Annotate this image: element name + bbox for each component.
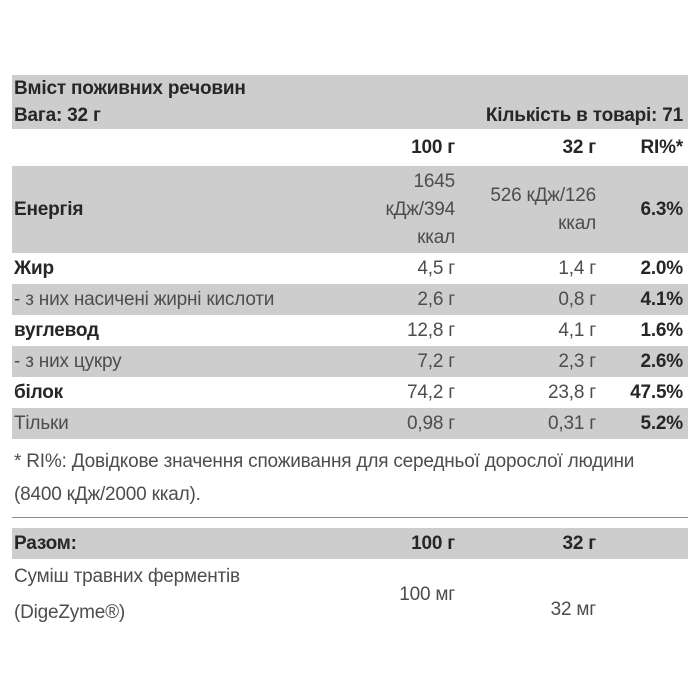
supplement-row: Суміш травних ферментів (DigeZyme®) 100 …: [12, 559, 688, 631]
row-value-32g: 0,31 г: [548, 412, 596, 434]
totals-label: Разом:: [14, 532, 77, 554]
supplement-value-100g-text: 100 мг: [399, 584, 455, 605]
row-label: білок: [14, 381, 63, 403]
table-meta-row: Вага: 32 г Кількість в товарі: 71: [12, 103, 688, 129]
row-value-32g: 526 кДж/126 ккал: [490, 184, 596, 234]
row-label: - з них насичені жирні кислоти: [14, 288, 275, 310]
table-row: Жир 4,5 г 1,4 г 2.0%: [12, 253, 688, 284]
row-value-32g: 1,4 г: [558, 257, 596, 279]
row-value-32g: 23,8 г: [548, 381, 596, 403]
row-value-100g: 2,6 г: [417, 288, 455, 310]
row-value-32g: 0,8 г: [558, 288, 596, 310]
column-header-32g: 32 г: [562, 136, 596, 158]
row-value-100g: 12,8 г: [407, 319, 455, 341]
table-header-block: Вміст поживних речовин Вага: 32 г Кількі…: [12, 75, 688, 129]
table-row: Енергія 1645 кДж/394 ккал 526 кДж/126 кк…: [12, 166, 688, 253]
row-label: Жир: [14, 257, 54, 279]
row-value-100g: 0,98 г: [407, 412, 455, 434]
row-value-32g: 2,3 г: [558, 350, 596, 372]
row-value-32g: 4,1 г: [558, 319, 596, 341]
supplement-label: Суміш травних ферментів (DigeZyme®): [14, 566, 240, 623]
quantity-label: Кількість в товарі: 71: [485, 105, 683, 126]
supplement-value-32g-text: 32 мг: [550, 599, 597, 620]
row-label: Тільки: [14, 412, 69, 434]
row-value-ri: 2.0%: [640, 257, 683, 279]
table-title: Вміст поживних речовин: [14, 78, 246, 99]
row-value-ri: 5.2%: [640, 412, 683, 434]
table-row: вуглевод 12,8 г 4,1 г 1.6%: [12, 315, 688, 346]
table-row: Тільки 0,98 г 0,31 г 5.2%: [12, 408, 688, 439]
row-value-100g: 1645 кДж/394 ккал: [385, 170, 456, 248]
row-label: вуглевод: [14, 319, 99, 341]
row-value-ri: 4.1%: [640, 288, 683, 310]
row-value-100g: 7,2 г: [417, 350, 455, 372]
column-header-ri: RI%*: [640, 136, 684, 158]
row-value-ri: 6.3%: [640, 198, 683, 220]
supplement-value-32g: 32 мг: [455, 559, 597, 631]
row-value-ri: 47.5%: [630, 381, 683, 403]
table-row: - з них цукру 7,2 г 2,3 г 2.6%: [12, 346, 688, 377]
table-row: - з них насичені жирні кислоти 2,6 г 0,8…: [12, 284, 688, 315]
ri-footnote: * RI%: Довідкове значення споживання для…: [14, 451, 635, 505]
totals-value-100g: 100 г: [411, 532, 455, 554]
row-label: Енергія: [14, 198, 84, 220]
row-value-100g: 4,5 г: [417, 257, 455, 279]
totals-value-32g: 32 г: [562, 532, 596, 554]
supplement-label-cell: Суміш травних ферментів (DigeZyme®): [12, 559, 342, 631]
column-header-row: 100 г 32 г RI%*: [12, 129, 688, 166]
supplement-value-100g: 100 мг: [342, 559, 455, 631]
row-value-ri: 1.6%: [640, 319, 683, 341]
totals-row: Разом: 100 г 32 г: [12, 528, 688, 559]
row-value-ri: 2.6%: [640, 350, 683, 372]
section-divider: [12, 517, 688, 518]
column-header-100g: 100 г: [411, 136, 455, 158]
row-value-100g: 74,2 г: [407, 381, 455, 403]
supplement-ri-empty: [596, 559, 688, 631]
row-label: - з них цукру: [14, 350, 122, 372]
table-row: білок 74,2 г 23,8 г 47.5%: [12, 377, 688, 408]
weight-label: Вага: 32 г: [14, 105, 101, 126]
nutrition-panel: Вміст поживних речовин Вага: 32 г Кількі…: [12, 75, 688, 631]
nutrition-rows: Енергія 1645 кДж/394 ккал 526 кДж/126 кк…: [12, 166, 688, 439]
